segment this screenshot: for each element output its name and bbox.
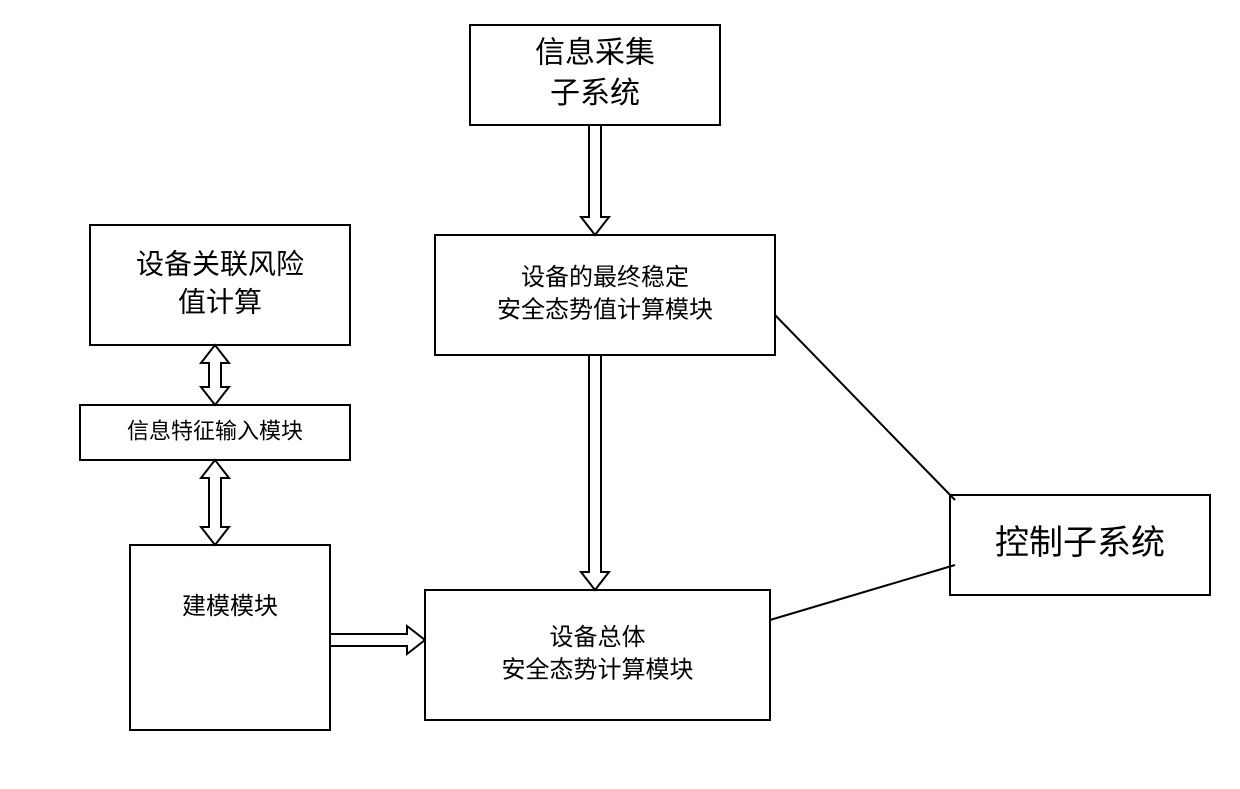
node-info_collect: 信息采集子系统 [470,25,720,125]
node-overall_calc-label-1: 安全态势计算模块 [502,657,694,684]
edge-stable_to_ctrl [775,315,955,500]
node-risk_calc-label-0: 设备关联风险 [136,248,304,279]
node-info_collect-label-0: 信息采集 [535,37,655,70]
flowchart-canvas: 信息采集子系统设备关联风险值计算设备的最终稳定安全态势值计算模块信息特征输入模块… [0,0,1240,789]
node-modeling-label-0: 建模模块 [182,593,278,620]
node-stable_calc: 设备的最终稳定安全态势值计算模块 [435,235,775,355]
node-info_collect-label-1: 子系统 [550,77,640,110]
edge-overall_to_ctrl [770,565,955,620]
node-modeling: 建模模块 [130,545,330,730]
node-control_sys-label-0: 控制子系统 [995,524,1165,562]
node-control_sys: 控制子系统 [950,495,1210,595]
node-overall_calc-label-0: 设备总体 [550,624,646,651]
node-stable_calc-label-0: 设备的最终稳定 [521,264,689,291]
node-feature_input: 信息特征输入模块 [80,405,350,460]
node-risk_calc-label-1: 值计算 [178,286,262,317]
node-stable_calc-label-1: 安全态势值计算模块 [497,297,713,324]
node-feature_input-label-0: 信息特征输入模块 [127,418,303,443]
node-overall_calc: 设备总体安全态势计算模块 [425,590,770,720]
node-risk_calc: 设备关联风险值计算 [90,225,350,345]
